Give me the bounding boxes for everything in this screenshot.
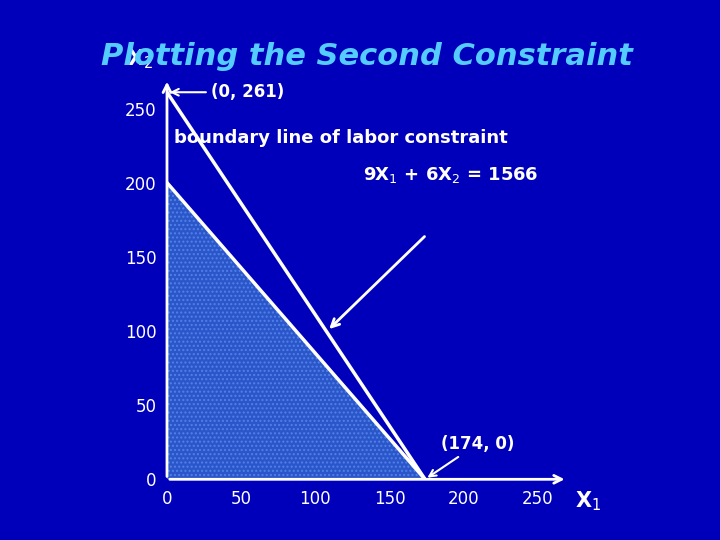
Text: (174, 0): (174, 0) [429,435,515,476]
Title: Plotting the Second Constraint: Plotting the Second Constraint [102,42,633,71]
Text: (0, 261): (0, 261) [172,83,284,101]
Polygon shape [167,183,425,480]
Text: 9X$_1$ + 6X$_2$ = 1566: 9X$_1$ + 6X$_2$ = 1566 [363,165,538,185]
Text: X$_2$: X$_2$ [127,48,153,71]
Text: boundary line of labor constraint: boundary line of labor constraint [174,129,508,147]
Text: X$_1$: X$_1$ [575,490,601,514]
